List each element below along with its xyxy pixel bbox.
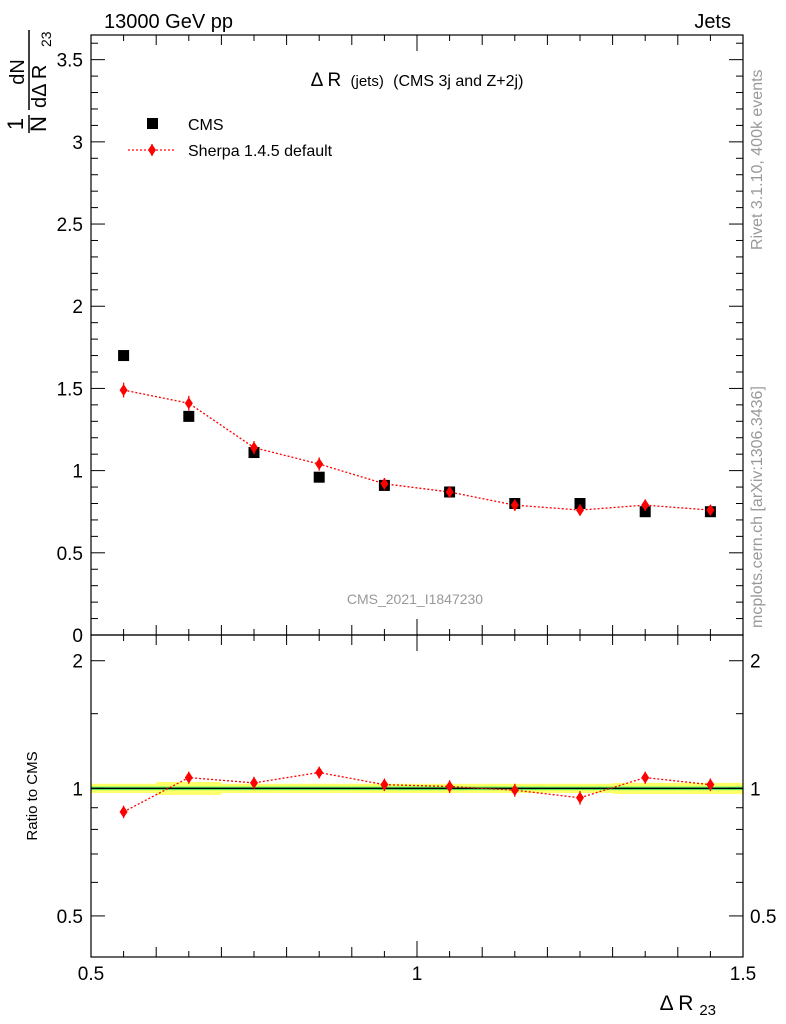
ratio-sherpa-point xyxy=(706,778,715,791)
ylabel-ddr: dΔ R xyxy=(29,65,51,108)
main-ytick-label: 2.5 xyxy=(57,215,83,236)
ratio-ytick-label: 0.5 xyxy=(57,907,83,928)
ratio-data-marks xyxy=(119,766,715,819)
ylabel-frac-num: 1 xyxy=(3,118,28,130)
chart-title-rest: (CMS 3j and Z+2j) xyxy=(393,73,523,90)
rivet-label: Rivet 3.1.10, 400k events xyxy=(749,69,766,250)
ylabel-subscript: 23 xyxy=(38,31,54,47)
ratio-ytick-labels: 0.5 0.5 1 1 2 2 xyxy=(57,652,777,928)
ratio-sherpa-line xyxy=(123,771,711,813)
xlabel-subscript: 23 xyxy=(699,1002,716,1019)
sherpa-point xyxy=(250,441,258,454)
ratio-sherpa-point xyxy=(184,771,193,784)
ratio-frame xyxy=(90,634,744,958)
legend-sherpa-marker xyxy=(148,144,156,156)
legend-cms-marker xyxy=(147,118,158,129)
sherpa-point xyxy=(510,499,519,512)
analysis-watermark: CMS_2021_I1847230 xyxy=(347,591,483,607)
mcplots-label: mcplots.cern.ch [arXiv:1306.3436] xyxy=(749,386,766,628)
sherpa-line xyxy=(123,389,711,511)
sherpa-point xyxy=(576,504,584,517)
cms-point xyxy=(118,350,130,362)
ratio-sherpa-point xyxy=(380,778,389,791)
collision-label: 13000 GeV pp xyxy=(104,11,233,33)
ratio-ytick-label: 2 xyxy=(72,652,83,673)
ylabel-dn: dN xyxy=(7,59,29,85)
xtick-label: 1.5 xyxy=(730,964,756,985)
main-ytick-label: 3 xyxy=(72,133,83,154)
chart-title-small: (jets) xyxy=(351,73,384,90)
ratio-sherpa-point xyxy=(576,791,584,804)
main-ytick-label: 3.5 xyxy=(57,51,83,72)
ratio-ytick-label-right: 2 xyxy=(750,652,761,673)
sherpa-point xyxy=(641,499,650,512)
main-panel: 0 0.5 1 1.5 2 2.5 3 3.5 Δ R (jets) (CMS 3j and … xyxy=(3,30,744,647)
main-ylabel: 1 N dN dΔ R 23 xyxy=(3,30,54,133)
ylabel-frac-den: N xyxy=(26,116,51,132)
ratio-sherpa-point xyxy=(119,805,128,818)
main-ytick-label: 0.5 xyxy=(57,544,83,565)
cms-point xyxy=(574,497,586,509)
ratio-sherpa-point xyxy=(445,780,454,793)
ratio-ytick-label: 1 xyxy=(72,779,83,800)
legend-sherpa-label: Sherpa 1.4.5 default xyxy=(188,143,333,160)
ratio-ytick-label-right: 0.5 xyxy=(750,907,776,928)
cms-point xyxy=(313,471,325,483)
ratio-sherpa-point xyxy=(641,771,650,784)
legend-cms-label: CMS xyxy=(188,117,224,134)
xlabel: Δ R 23 xyxy=(660,992,716,1019)
cms-point xyxy=(183,410,195,422)
category-label: Jets xyxy=(694,11,731,33)
sherpa-point xyxy=(445,485,454,498)
main-ytick-labels: 0 0.5 1 1.5 2 2.5 3 3.5 xyxy=(57,51,83,647)
main-ytick-label: 2 xyxy=(72,297,83,318)
xtick-label: 0.5 xyxy=(78,964,104,985)
main-ytick-label: 0 xyxy=(72,626,83,647)
cms-point xyxy=(639,506,651,518)
ratio-sherpa-point xyxy=(510,784,519,797)
sherpa-point xyxy=(119,384,128,397)
legend: CMS Sherpa 1.4.5 default xyxy=(128,117,333,160)
ratio-axis-ticks xyxy=(90,635,744,957)
chart-title-main: Δ R xyxy=(311,70,342,91)
main-ytick-label: 1 xyxy=(72,462,83,483)
ratio-sherpa-point xyxy=(250,776,258,789)
ratio-ylabel: Ratio to CMS xyxy=(24,751,41,840)
xlabel-main: Δ R xyxy=(660,992,694,1015)
main-axis-ticks xyxy=(90,35,744,636)
sherpa-point xyxy=(184,397,193,410)
main-ytick-label: 1.5 xyxy=(57,379,83,400)
ratio-panel: 0.5 0.5 1 1 2 2 0.5 1 1.5 Ratio to CMS Δ R 23 xyxy=(24,634,777,1019)
sherpa-point xyxy=(380,477,389,490)
chart-title: Δ R (jets) (CMS 3j and Z+2j) xyxy=(311,70,524,91)
main-data-marks xyxy=(118,350,716,518)
xtick-labels: 0.5 1 1.5 xyxy=(78,964,756,985)
sherpa-point xyxy=(315,458,324,471)
xtick-label: 1 xyxy=(412,964,423,985)
ratio-ytick-label-right: 1 xyxy=(750,779,761,800)
sherpa-point xyxy=(706,504,715,517)
ratio-sherpa-point xyxy=(315,766,324,779)
